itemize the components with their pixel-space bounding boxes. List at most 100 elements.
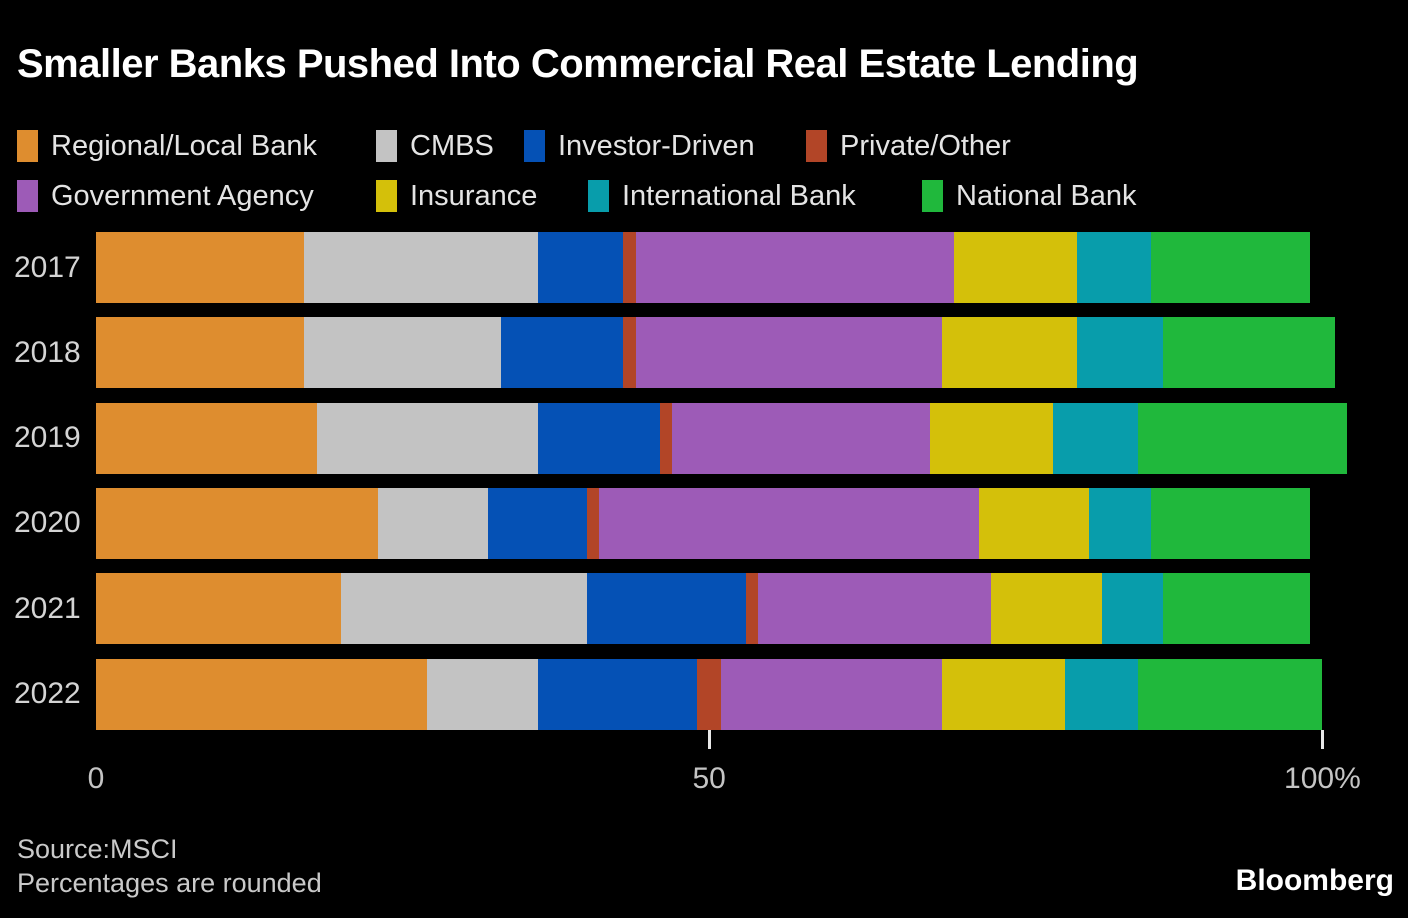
axis-tick-mark xyxy=(707,730,711,749)
bar-segment xyxy=(942,317,1078,389)
axis-tick-label: 50 xyxy=(692,762,726,795)
bar-segment xyxy=(304,232,538,303)
bar-segment xyxy=(942,658,1065,730)
bar-segment xyxy=(758,573,992,645)
bar-segment xyxy=(672,402,930,474)
legend-swatch xyxy=(922,180,943,212)
bar-segment xyxy=(96,487,379,559)
bar-segment xyxy=(1052,402,1139,474)
legend-swatch xyxy=(376,180,397,212)
bar-segment xyxy=(1150,232,1311,303)
legend-item: Private/Other xyxy=(806,126,1011,166)
bar-segment xyxy=(1101,573,1163,645)
bar-segment xyxy=(745,573,759,645)
chart-title: Smaller Banks Pushed Into Commercial Rea… xyxy=(17,42,1139,86)
stacked-bar xyxy=(96,402,1347,474)
bar-segment xyxy=(500,317,624,389)
bar-segment xyxy=(341,573,587,645)
bar-segment xyxy=(488,487,587,559)
bar-segment xyxy=(96,232,305,303)
legend-item: CMBS xyxy=(376,126,494,166)
legend-swatch xyxy=(376,130,397,162)
legend-label: Insurance xyxy=(410,179,538,212)
footnote-text: Percentages are rounded xyxy=(17,868,322,898)
bar-segment xyxy=(1077,317,1163,389)
legend-item: National Bank xyxy=(922,176,1137,216)
bar-segment xyxy=(1077,232,1151,303)
bar-row-2019: 2019 xyxy=(0,402,1408,474)
bar-segment xyxy=(978,487,1090,559)
source-text: Source:MSCI xyxy=(17,834,178,864)
legend-swatch xyxy=(17,130,38,162)
stacked-bar xyxy=(96,317,1335,389)
bar-segment xyxy=(537,658,697,730)
bar-segment xyxy=(929,402,1053,474)
legend-label: CMBS xyxy=(410,129,494,162)
year-label: 2022 xyxy=(14,677,81,710)
bar-row-2017: 2017 xyxy=(0,232,1408,303)
year-label: 2021 xyxy=(14,591,81,625)
legend-item: Regional/Local Bank xyxy=(17,126,317,166)
bar-segment xyxy=(991,573,1102,645)
bar-segment xyxy=(537,232,624,303)
year-label: 2017 xyxy=(14,250,81,284)
legend-item: Investor-Driven xyxy=(524,126,755,166)
year-label: 2019 xyxy=(14,421,81,455)
year-label: 2018 xyxy=(14,335,81,369)
bar-row-2022: 2022 xyxy=(0,658,1408,730)
axis-tick-label: 100% xyxy=(1284,762,1361,795)
bar-row-2021: 2021 xyxy=(0,573,1408,645)
legend-row-2: Government Agency Insurance International … xyxy=(0,176,1408,216)
bar-segment xyxy=(96,402,317,474)
legend-label: Regional/Local Bank xyxy=(51,129,318,162)
bar-segment xyxy=(721,658,943,730)
bar-segment xyxy=(1064,658,1139,730)
legend-item: International Bank xyxy=(588,176,856,216)
axis-tick-label: 0 xyxy=(87,762,105,795)
bar-segment xyxy=(96,658,428,730)
bar-segment xyxy=(316,402,538,474)
bar-segment xyxy=(1150,487,1311,559)
bar-segment xyxy=(623,317,636,389)
bar-segment xyxy=(96,573,342,645)
legend-swatch xyxy=(588,180,609,212)
bar-segment xyxy=(1162,317,1335,389)
legend-label: Investor-Driven xyxy=(558,129,755,162)
bar-segment xyxy=(623,232,636,303)
legend-label: Private/Other xyxy=(840,129,1011,162)
legend-label: National Bank xyxy=(956,179,1137,212)
legend-swatch xyxy=(524,130,545,162)
bar-row-2020: 2020 xyxy=(0,487,1408,559)
legend-label: International Bank xyxy=(622,179,856,212)
bar-segment xyxy=(537,402,661,474)
bar-segment xyxy=(1162,573,1311,645)
stacked-bar xyxy=(96,658,1323,730)
legend-item: Government Agency xyxy=(17,176,314,216)
bar-segment xyxy=(1089,487,1151,559)
legend-item: Insurance xyxy=(376,176,537,216)
legend-swatch xyxy=(17,180,38,212)
legend-label: Government Agency xyxy=(51,179,314,212)
bar-segment xyxy=(660,402,673,474)
bar-segment xyxy=(954,232,1078,303)
bar-segment xyxy=(1138,658,1323,730)
bar-segment xyxy=(586,573,746,645)
bloomberg-logo: Bloomberg xyxy=(1235,864,1394,897)
bar-segment xyxy=(378,487,489,559)
stacked-bar xyxy=(96,573,1311,645)
bar-segment xyxy=(96,317,305,389)
bar-row-2018: 2018 xyxy=(0,317,1408,389)
bar-segment xyxy=(598,487,979,559)
legend-swatch xyxy=(806,130,827,162)
stacked-bar xyxy=(96,232,1311,303)
legend-row-1: Regional/Local Bank CMBS Investor-Driven Pr… xyxy=(0,126,1408,166)
bar-segment xyxy=(635,232,955,303)
bar-segment xyxy=(635,317,943,389)
bar-segment xyxy=(1138,402,1347,474)
year-label: 2020 xyxy=(14,506,81,540)
bar-segment xyxy=(586,487,599,559)
stacked-bar xyxy=(96,487,1311,559)
bar-segment xyxy=(304,317,501,389)
axis-tick-mark xyxy=(1320,730,1324,749)
